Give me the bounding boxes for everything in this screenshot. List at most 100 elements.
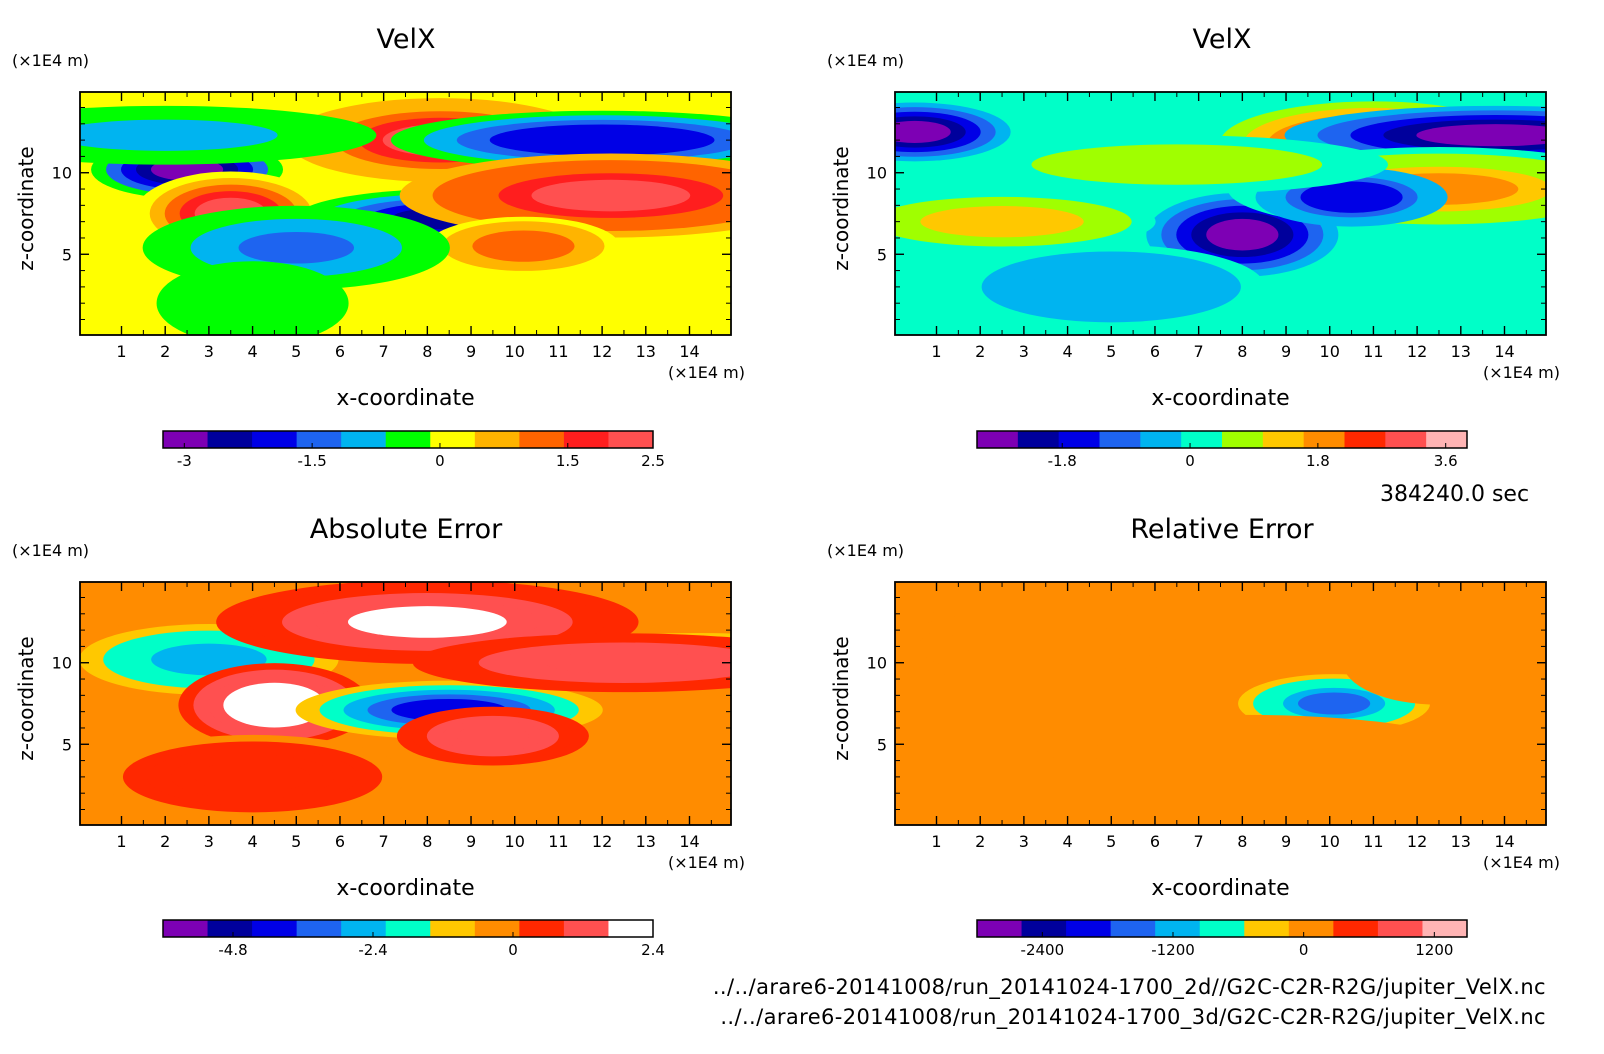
colorbar-tick-label: -1.8 xyxy=(1048,452,1077,470)
colorbar-tick-label: -2.4 xyxy=(358,941,387,959)
colorbar-segment xyxy=(207,920,253,937)
x-tick-label: 9 xyxy=(466,342,476,361)
y-tick-label: 10 xyxy=(867,164,887,183)
x-tick-label: 8 xyxy=(1237,342,1247,361)
x-tick-label: 9 xyxy=(466,832,476,851)
colorbar-segment xyxy=(1385,431,1427,448)
colorbar-segment xyxy=(1199,920,1245,937)
x-tick-label: 12 xyxy=(1407,342,1427,361)
colorbar-segment xyxy=(1140,431,1182,448)
contour-band xyxy=(1053,271,1170,303)
contour-field xyxy=(80,92,731,335)
colorbar-segment xyxy=(1222,431,1264,448)
colorbar-segment xyxy=(296,431,342,448)
x-tick-label: 13 xyxy=(1451,832,1471,851)
colorbar-segment xyxy=(385,920,431,937)
x-tick-label: 3 xyxy=(204,832,214,851)
colorbar-segment xyxy=(1262,431,1305,448)
contour-band xyxy=(1402,646,1476,679)
y-unit-label: (×1E4 m) xyxy=(827,541,904,560)
colorbar-segment xyxy=(252,920,298,937)
colorbar-segment xyxy=(1303,431,1345,448)
x-tick-label: 3 xyxy=(204,342,214,361)
contour-band xyxy=(194,761,311,793)
x-tick-label: 14 xyxy=(1494,832,1514,851)
colorbar-segment xyxy=(1288,920,1334,937)
contour-band xyxy=(1298,692,1371,715)
colorbar-segment xyxy=(163,920,209,937)
x-tick-label: 11 xyxy=(548,832,568,851)
x-tick-label: 3 xyxy=(1019,832,1029,851)
contour-band xyxy=(1315,186,1388,209)
colorbar-segment xyxy=(207,431,253,448)
x-tick-label: 4 xyxy=(1062,832,1072,851)
x-tick-label: 7 xyxy=(1194,832,1204,851)
x-tick-label: 4 xyxy=(247,342,257,361)
colorbar-segment xyxy=(1066,920,1112,937)
x-tick-label: 6 xyxy=(1150,342,1160,361)
footer-path-2d: ../../arare6-20141008/run_20141024-1700_… xyxy=(712,975,1546,999)
colorbar-tick-label: 1200 xyxy=(1415,941,1453,959)
colorbar-segment xyxy=(977,431,1019,448)
x-tick-label: 4 xyxy=(247,832,257,851)
y-unit-label: (×1E4 m) xyxy=(827,51,904,70)
colorbar-segment xyxy=(1181,431,1223,448)
contour-band xyxy=(966,630,1082,663)
colorbar-tick-label: 0 xyxy=(1185,452,1195,470)
x-tick-label: 11 xyxy=(1363,342,1383,361)
colorbar-segment xyxy=(341,431,387,448)
y-tick-label: 10 xyxy=(52,164,72,183)
x-tick-label: 11 xyxy=(548,342,568,361)
x-tick-label: 8 xyxy=(422,832,432,851)
x-tick-label: 4 xyxy=(1062,342,1072,361)
contour-band xyxy=(238,689,311,721)
colorbar-segment xyxy=(252,431,298,448)
x-tick-label: 3 xyxy=(1019,342,1029,361)
chart-panel-4: Relative Error(×1E4 m)(×1E4 m)1 2 3 4 5 6 7 8 9 1… xyxy=(827,514,1560,959)
contour-band xyxy=(347,606,507,638)
chart-panel-1: VelX(×1E4 m)(×1E4 m)1 2 3 4 5 6 7 8 9 10 11 12 13 145… xyxy=(12,24,745,470)
colorbar-segment xyxy=(341,920,387,937)
colorbar-segment xyxy=(977,920,1023,937)
contour-band xyxy=(238,231,355,264)
x-tick-label: 2 xyxy=(975,832,985,851)
colorbar-segment xyxy=(430,920,476,937)
contour-band xyxy=(1206,218,1279,251)
colorbar-tick-label: -3 xyxy=(177,452,192,470)
x-tick-label: 1 xyxy=(116,832,126,851)
y-tick-label: 10 xyxy=(867,654,887,673)
y-axis-label: z-coordinate xyxy=(829,636,853,760)
contour-field xyxy=(895,92,1546,335)
chart-panel-2: VelX(×1E4 m)(×1E4 m)1 2 3 4 5 6 7 8 9 10 11 12 13 145… xyxy=(827,24,1560,470)
contour-band xyxy=(1416,124,1546,147)
colorbar-tick-label: 1.8 xyxy=(1306,452,1330,470)
colorbar-frame xyxy=(162,919,654,938)
x-tick-label: 1 xyxy=(931,832,941,851)
contour-field xyxy=(895,582,1546,825)
x-tick-label: 10 xyxy=(505,342,525,361)
x-tick-label: 5 xyxy=(1106,832,1116,851)
x-tick-label: 1 xyxy=(931,342,941,361)
colorbar-tick-label: 1.5 xyxy=(556,452,580,470)
x-unit-label: (×1E4 m) xyxy=(1483,853,1560,872)
colorbar-segment xyxy=(474,920,520,937)
y-axis-label: z-coordinate xyxy=(14,146,38,270)
colorbar-segment xyxy=(296,920,342,937)
x-tick-label: 7 xyxy=(379,832,389,851)
colorbar-segment xyxy=(608,920,654,937)
contour-band xyxy=(1162,733,1322,756)
contour-band xyxy=(895,120,951,144)
x-tick-label: 5 xyxy=(291,832,301,851)
x-tick-label: 13 xyxy=(1451,342,1471,361)
contour-band xyxy=(456,725,529,748)
x-tick-label: 9 xyxy=(1281,832,1291,851)
y-tick-label: 10 xyxy=(52,654,72,673)
contour-band xyxy=(1097,153,1257,176)
chart-title: Relative Error xyxy=(1130,514,1314,545)
x-tick-label: 8 xyxy=(1237,832,1247,851)
x-unit-label: (×1E4 m) xyxy=(668,853,745,872)
colorbar-segment xyxy=(1377,920,1423,937)
x-tick-label: 6 xyxy=(335,832,345,851)
x-tick-label: 13 xyxy=(636,832,656,851)
